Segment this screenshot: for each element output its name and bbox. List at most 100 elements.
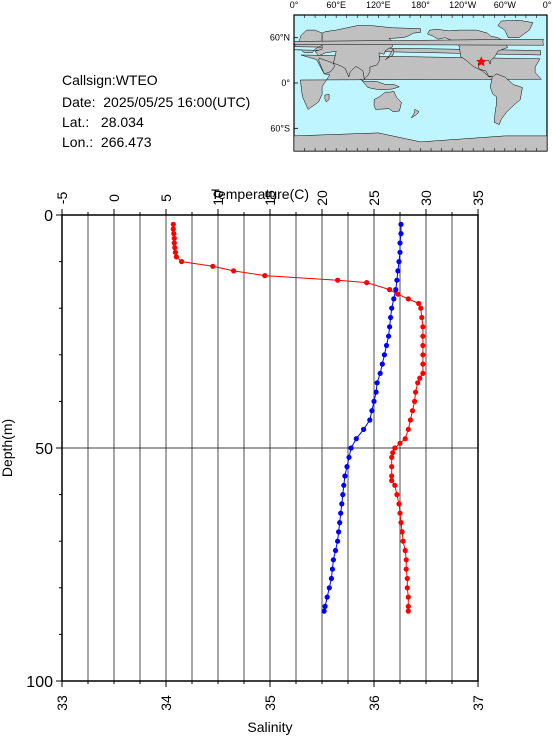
salinity-axis-label: Salinity [247, 719, 292, 735]
location-map: 0° 60°E 120°E 180° 120°W 60°W 0° 60°N 0° 60°S [270, 0, 552, 152]
temperature-point [173, 254, 179, 260]
temperature-point [390, 450, 396, 456]
depth-tick-label: 100 [26, 674, 53, 691]
salinity-point [393, 287, 399, 293]
salinity-point [326, 585, 332, 591]
temperature-tick-label: 20 [314, 190, 330, 206]
salinity-point [348, 445, 354, 451]
temperature-tick-label: -5 [54, 192, 70, 205]
temperature-point [420, 333, 426, 339]
salinity-point [332, 547, 339, 554]
latitude-label: Lat.: 28.034 [62, 114, 144, 130]
temperature-point [397, 510, 403, 516]
temperature-point [396, 501, 402, 507]
salinity-point [371, 398, 377, 404]
salinity-point [322, 603, 328, 610]
salinity-point [353, 436, 359, 442]
salinity-point [369, 408, 375, 414]
temperature-point [400, 538, 406, 544]
depth-tick-label: 50 [35, 441, 53, 458]
landmass-uk [293, 38, 544, 46]
temperature-point [420, 342, 426, 349]
salinity-point [383, 342, 390, 349]
date-label: Date: 2025/05/25 16:00(UTC) [62, 94, 251, 110]
salinity-point [340, 492, 346, 498]
temperature-point [397, 440, 403, 446]
temperature-point [405, 594, 411, 600]
temperature-point [262, 273, 268, 279]
temperature-point [387, 287, 393, 293]
salinity-tick-label: 35 [262, 695, 278, 711]
temperature-point [418, 305, 424, 311]
temperature-point [404, 575, 410, 582]
landmass-greenland [497, 20, 534, 38]
temperature-point [395, 291, 401, 297]
grid-lines [62, 215, 478, 681]
temperature-tick-label: 25 [366, 190, 382, 206]
landmass-arabia [318, 57, 336, 75]
temperature-point [407, 417, 413, 423]
temperature-tick-label: 15 [262, 190, 278, 206]
salinity-point [342, 473, 348, 479]
temperature-point [231, 268, 237, 274]
salinity-point [388, 314, 394, 321]
temperature-tick-label: 35 [470, 190, 486, 206]
salinity-point [344, 464, 350, 470]
salinity-point [395, 268, 401, 274]
salinity-point [398, 231, 404, 237]
salinity-tick-label: 37 [470, 695, 486, 711]
temperature-point [389, 464, 395, 470]
map-lat-label: 60°N [270, 33, 290, 43]
series-layer [170, 221, 426, 614]
temperature-point [172, 249, 178, 255]
temperature-point [412, 398, 418, 404]
salinity-point [341, 482, 347, 488]
map-landmasses [293, 20, 548, 152]
landmass-japan [385, 48, 395, 60]
map-lon-label: 60°W [494, 0, 517, 10]
map-lon-label: 180° [411, 0, 430, 10]
temperature-point [405, 296, 411, 302]
salinity-point [391, 296, 397, 302]
temperature-point [402, 436, 408, 442]
salinity-point [398, 221, 404, 227]
landmass-south-america [489, 73, 523, 125]
salinity-point [373, 389, 379, 395]
temperature-point [420, 361, 426, 367]
salinity-point [338, 510, 344, 516]
landmass-australia [373, 91, 402, 112]
landmass-new-zealand [411, 109, 420, 119]
temperature-point [171, 235, 177, 241]
salinity-point [397, 249, 403, 255]
callsign-label: Callsign:WTEO [62, 72, 158, 88]
temperature-point [417, 375, 423, 381]
temperature-point [335, 277, 341, 283]
temperature-point [420, 324, 426, 330]
temperature-point [172, 245, 178, 251]
landmass-asia [314, 25, 421, 80]
temperature-point [394, 492, 400, 498]
temperature-tick-label: 5 [158, 194, 174, 202]
temperature-point [403, 566, 409, 572]
temperature-point [389, 478, 395, 484]
landmass-indonesia [360, 78, 401, 91]
station-star-icon [475, 56, 487, 67]
map-lat-label: 0° [281, 78, 290, 88]
salinity-tick-label: 34 [158, 695, 174, 711]
temperature-point [405, 426, 411, 432]
map-ticks: 0° 60°E 120°E 180° 120°W 60°W 0° 60°N 0° 60°S [270, 0, 552, 151]
temperature-point [415, 380, 421, 386]
longitude-label: Lon.: 266.473 [62, 134, 152, 150]
temperature-point [404, 585, 410, 591]
map-lon-label: 120°W [449, 0, 477, 10]
temperature-point [392, 445, 398, 451]
map-lon-label: 60°E [326, 0, 346, 10]
salinity-point [389, 305, 395, 311]
salinity-point [330, 557, 336, 563]
temperature-point [403, 557, 409, 563]
salinity-point [367, 417, 373, 423]
temperature-axis-label: Temperature(C) [211, 186, 309, 202]
temperature-tick-label: 0 [106, 194, 122, 202]
temperature-point [419, 314, 425, 321]
